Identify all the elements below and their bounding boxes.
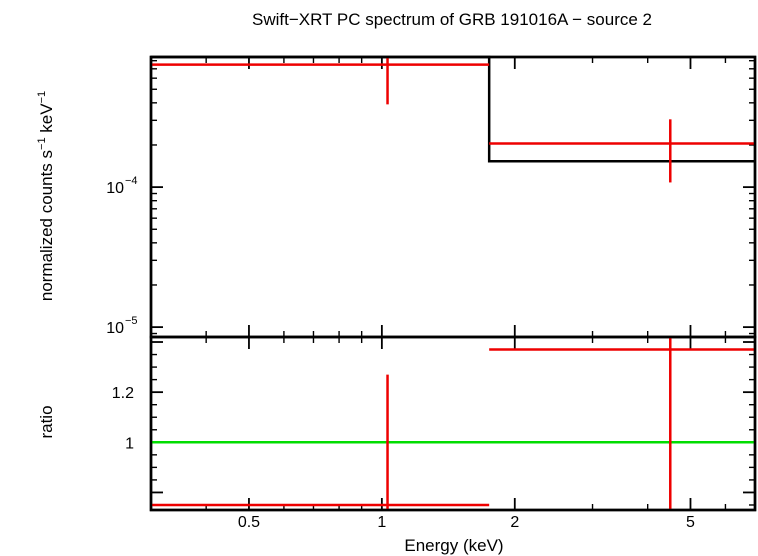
y-axis-label-ratio: ratio — [37, 405, 56, 438]
chart-title: Swift−XRT PC spectrum of GRB 191016A − s… — [252, 10, 652, 29]
x-axis-label: Energy (keV) — [404, 536, 503, 555]
plot-layer: 0.5 1 2 510 −510 −411.2 — [106, 55, 757, 531]
y-tick-label: 10 — [106, 320, 124, 337]
y-axis-label-unit: keV — [37, 103, 56, 138]
y-tick-label: 1.2 — [112, 385, 134, 402]
y-axis-label-exp1: −1 — [36, 137, 48, 150]
x-tick-label: 1 — [377, 514, 386, 531]
y-tick-exponent: −4 — [125, 175, 138, 187]
ratio-panel-frame — [149, 335, 757, 512]
y-tick-exponent: −5 — [125, 315, 138, 327]
y-axis-label-spectrum: normalized counts s−1 keV−1 — [36, 91, 56, 301]
x-tick-label: 0.5 — [238, 514, 260, 531]
spectrum-panel-frame — [149, 55, 757, 339]
x-tick-label: 5 — [686, 514, 695, 531]
model-step-line — [151, 55, 755, 163]
x-tick-label: 2 — [510, 514, 519, 531]
y-tick-label: 10 — [106, 180, 124, 197]
y-tick-label: 1 — [125, 435, 134, 452]
outer-frame — [149, 55, 757, 512]
y-axis-label-exp2: −1 — [36, 91, 48, 104]
y-axis-label-main: normalized counts s — [37, 150, 56, 301]
